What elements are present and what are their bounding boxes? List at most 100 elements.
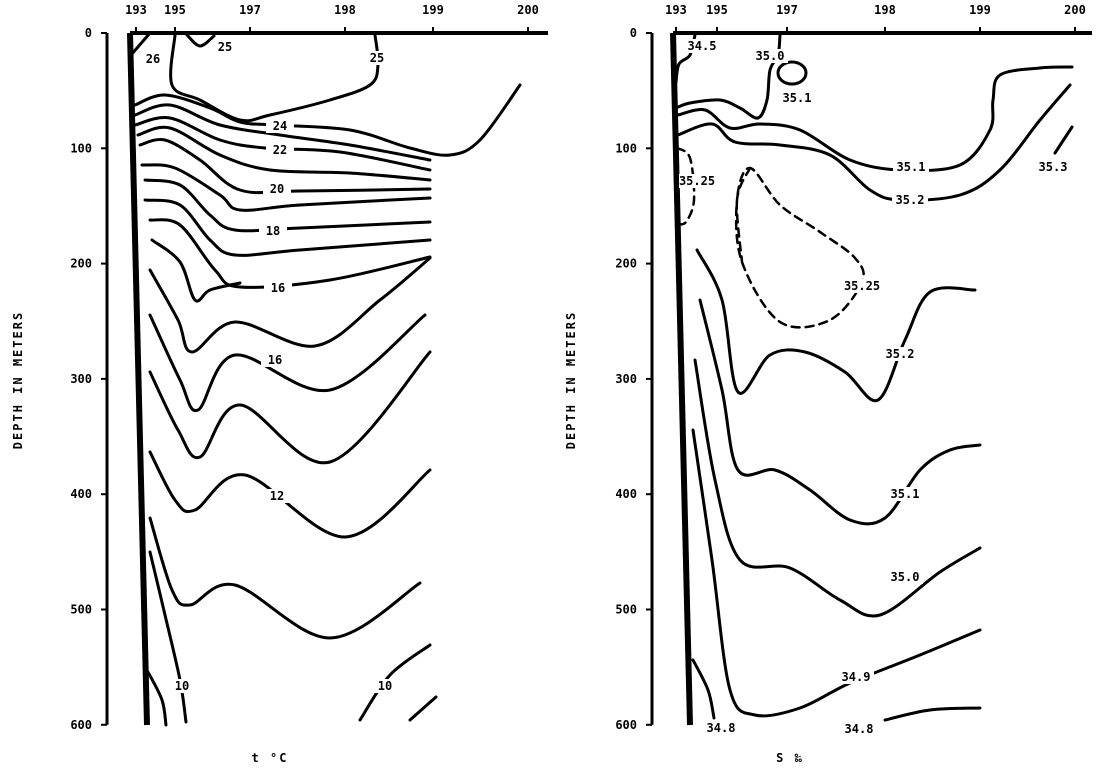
temperature-isotherm <box>148 313 427 413</box>
temperature-isotherm <box>408 695 438 722</box>
isotherm-label: 10 <box>378 679 392 693</box>
temperature-isotherm <box>169 33 380 123</box>
contour-label-bg <box>882 347 918 361</box>
y-tick-label: 600 <box>70 718 92 732</box>
y-tick-label: 300 <box>70 372 92 386</box>
temperature-isotherm <box>148 450 432 539</box>
contour-label-bg <box>139 52 167 66</box>
temperature-isotherm <box>133 103 432 162</box>
temperature-isotherm <box>143 178 432 233</box>
contour-label-bg <box>263 182 291 196</box>
salinity-isohaline <box>695 248 977 403</box>
contour-label-bg <box>887 570 923 584</box>
isohaline-label: 35.2 <box>896 193 925 207</box>
isotherm-label: 25 <box>370 51 384 65</box>
temperature-isotherm <box>148 350 432 465</box>
temperature-isotherm <box>146 670 168 727</box>
x-tick-label: 199 <box>422 3 444 17</box>
temperature-isotherm <box>133 116 432 172</box>
contour-label-bg <box>168 679 196 693</box>
contour-label-bg <box>841 722 877 736</box>
isohaline-label: 35.25 <box>844 279 880 293</box>
contour-label-bg <box>363 51 391 65</box>
contour-label-bg <box>892 193 928 207</box>
contour-label-bg <box>887 487 923 501</box>
temperature-isotherm <box>138 137 432 195</box>
x-tick-label: 199 <box>969 3 991 17</box>
y-tick-label: 400 <box>615 487 637 501</box>
temperature-isotherm <box>148 516 422 640</box>
isotherm-label: 24 <box>273 119 287 133</box>
temperature-isotherm <box>136 125 432 182</box>
salinity-isohaline-dashed <box>675 146 696 226</box>
isohaline-label: 34.5 <box>688 39 717 53</box>
contour-label-bg <box>211 40 239 54</box>
y-axis-title: DEPTH IN METERS <box>564 311 578 449</box>
contour-label-bg <box>371 679 399 693</box>
isotherm-label: 26 <box>146 52 160 66</box>
contour-label-bg <box>263 489 291 503</box>
isohaline-label: 34.9 <box>842 670 871 684</box>
contour-label-bg <box>893 160 929 174</box>
x-tick-label: 193 <box>125 3 147 17</box>
temperature-isotherm <box>358 643 432 722</box>
isotherm-label: 12 <box>270 489 284 503</box>
y-tick-label: 200 <box>615 257 637 271</box>
isohaline-label: 35.2 <box>886 347 915 361</box>
temperature-isotherm <box>140 163 432 212</box>
x-tick-label: 197 <box>239 3 261 17</box>
salinity-isohaline <box>1053 125 1074 155</box>
station-boundary-line <box>670 32 693 726</box>
isotherm-label: 22 <box>273 143 287 157</box>
contour-label-bg <box>1035 160 1071 174</box>
x-tick-label: 197 <box>776 3 798 17</box>
contour-label-bg <box>779 91 815 105</box>
isohaline-label: 34.8 <box>707 721 736 735</box>
isohaline-label: 35.0 <box>891 570 920 584</box>
isotherm-label: 18 <box>266 224 280 238</box>
contour-label-bg <box>844 279 880 293</box>
y-tick-label: 400 <box>70 487 92 501</box>
y-tick-label: 600 <box>615 718 637 732</box>
y-tick-label: 500 <box>70 603 92 617</box>
temperature-isotherm <box>143 198 432 257</box>
isotherm-label: 16 <box>268 353 282 367</box>
contour-label-bg <box>266 143 294 157</box>
contour-label-bg <box>838 670 874 684</box>
isohaline-label: 34.8 <box>845 722 874 736</box>
x-tick-label: 195 <box>706 3 728 17</box>
x-tick-label: 195 <box>164 3 186 17</box>
contour-label-bg <box>679 174 715 188</box>
salinity-isohaline-dashed <box>734 166 865 329</box>
salinity-isohaline <box>676 83 1072 202</box>
contour-label-bg <box>259 224 287 238</box>
contour-label-bg <box>752 49 788 63</box>
temperature-isotherm <box>148 550 188 724</box>
x-tick-label: 200 <box>1064 3 1086 17</box>
contour-label-bg <box>261 353 289 367</box>
salinity-isohaline <box>883 706 982 722</box>
salinity-isohaline <box>691 428 982 718</box>
salinity-isohaline <box>691 658 716 720</box>
isohaline-label: 35.1 <box>891 487 920 501</box>
x-tick-label: 198 <box>874 3 896 17</box>
contour-label-bg <box>266 119 294 133</box>
isohaline-label: 35.0 <box>756 49 785 63</box>
temperature-isotherm <box>129 31 152 57</box>
y-tick-label: 300 <box>615 372 637 386</box>
x-axis-title: S ‰ <box>776 751 804 765</box>
salinity-isohaline-closed <box>776 60 808 86</box>
temperature-isotherm <box>133 83 522 157</box>
contour-label-bg <box>703 721 739 735</box>
y-axis-title: DEPTH IN METERS <box>11 311 25 449</box>
isotherm-label: 10 <box>175 679 189 693</box>
y-tick-label: 0 <box>630 26 637 40</box>
isotherm-label: 25 <box>218 40 232 54</box>
station-boundary-line <box>127 32 150 726</box>
isohaline-label: 35.1 <box>897 160 926 174</box>
isohaline-label: 35.1 <box>783 91 812 105</box>
temperature-isotherm <box>148 256 432 354</box>
isotherm-label: 16 <box>271 281 285 295</box>
temperature-isotherm <box>150 238 242 303</box>
